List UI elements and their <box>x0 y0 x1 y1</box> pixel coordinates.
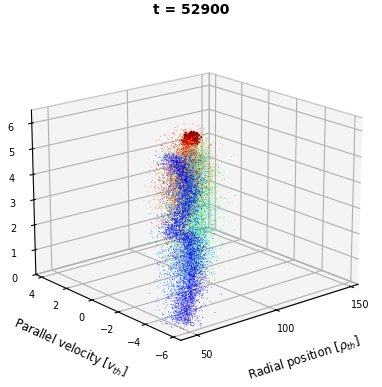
Y-axis label: Parallel velocity [$v_{th}$]: Parallel velocity [$v_{th}$] <box>11 314 129 380</box>
X-axis label: Radial position [$\rho_{th}$]: Radial position [$\rho_{th}$] <box>246 333 363 384</box>
Title: t = 52900: t = 52900 <box>153 3 229 17</box>
